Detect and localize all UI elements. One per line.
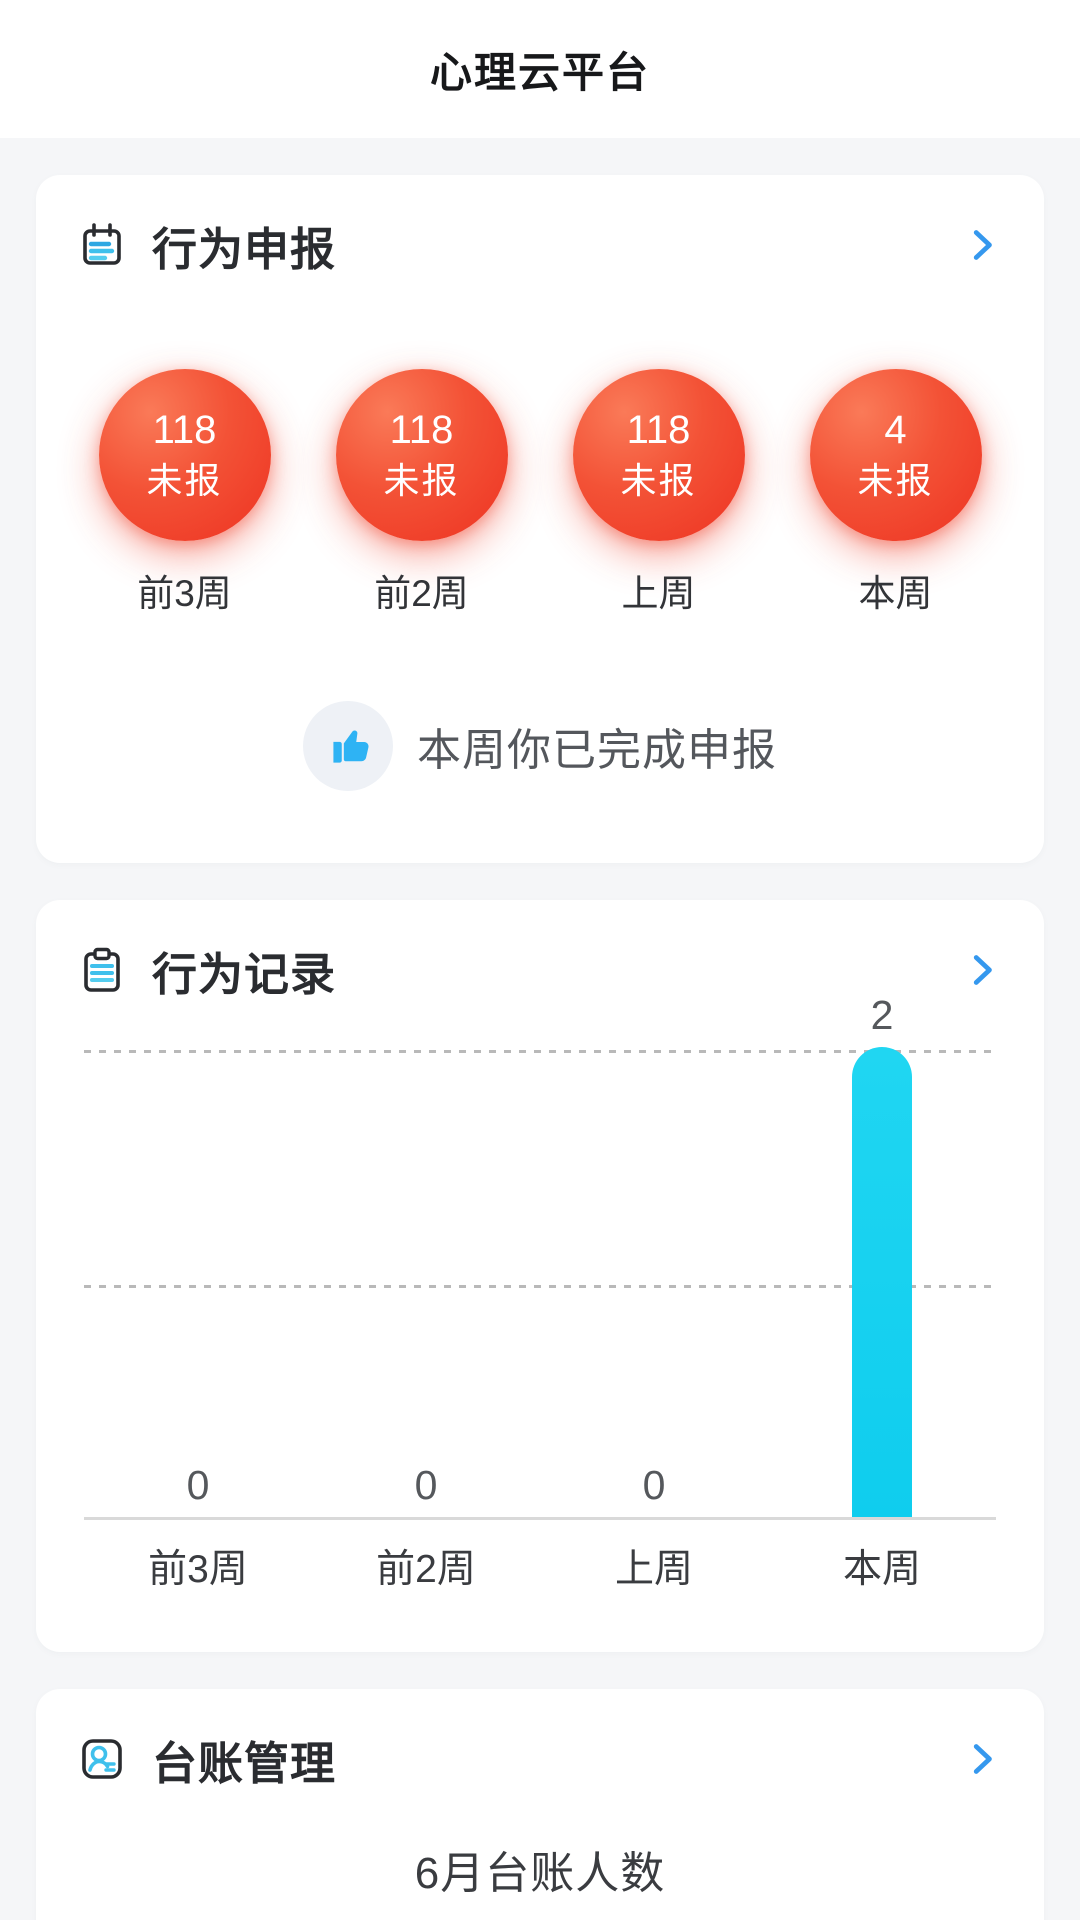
- unreported-count-badge: 118 未报: [335, 369, 508, 541]
- app-header: 心理云平台: [0, 0, 1080, 138]
- thumbs-up-icon: [323, 721, 373, 771]
- unreported-count: 118: [389, 407, 454, 452]
- week-stat-item[interactable]: 118 未报 前2周: [303, 369, 540, 617]
- user-badge-icon: [78, 1735, 126, 1783]
- x-axis-label: 前3周: [148, 1548, 248, 1591]
- bar-value-label: 0: [414, 1462, 438, 1508]
- behavior-record-chart: 0 0 0 2: [36, 992, 1044, 1652]
- chart-x-axis-labels: 前3周 前2周 上周 本周: [84, 1538, 996, 1652]
- bar-group[interactable]: 0: [86, 990, 311, 1517]
- gridline-value-2: [84, 1050, 996, 1053]
- page-title: 心理云平台: [429, 48, 650, 96]
- unreported-count: 118: [152, 407, 217, 452]
- unreported-label: 未报: [857, 459, 934, 501]
- completion-text: 本周你已完成申报: [417, 726, 777, 775]
- ledger-card-title: 台账管理: [152, 1737, 337, 1789]
- unreported-count: 118: [626, 407, 691, 452]
- chart-bars: 0 0 0 2: [84, 990, 996, 1517]
- bar-group[interactable]: 0: [542, 990, 767, 1517]
- ledger-card: 台账管理 6月台账人数: [36, 1689, 1044, 1920]
- bar-group[interactable]: 0: [314, 990, 539, 1517]
- x-axis-label: 本周: [842, 1548, 921, 1591]
- thumb-bubble: [303, 701, 393, 791]
- chart-plot-area: 0 0 0 2: [84, 992, 996, 1520]
- main-content: 行为申报 118 未报 前3周 118 未报 前2周: [0, 175, 1080, 1920]
- chevron-right-icon[interactable]: [962, 225, 1002, 265]
- declaration-card-header[interactable]: 行为申报: [36, 217, 1044, 275]
- week-label: 本周: [858, 573, 933, 614]
- bar-group[interactable]: 2: [770, 990, 995, 1517]
- ledger-subtitle: 6月台账人数: [414, 1849, 666, 1898]
- record-card-header[interactable]: 行为记录: [36, 942, 1044, 1000]
- ledger-card-header[interactable]: 台账管理: [36, 1731, 1044, 1789]
- bar-value-label: 0: [186, 1462, 210, 1508]
- week-stat-item[interactable]: 118 未报 上周: [540, 369, 777, 617]
- clipboard-icon: [78, 946, 126, 994]
- week-label: 上周: [621, 573, 696, 614]
- week-label: 前3周: [137, 573, 232, 614]
- unreported-count-badge: 118 未报: [98, 369, 271, 541]
- week-label: 前2周: [374, 573, 469, 614]
- unreported-label: 未报: [620, 459, 697, 501]
- x-axis-label: 上周: [614, 1548, 693, 1591]
- chart-bar: [852, 1047, 912, 1517]
- declaration-weeks-row: 118 未报 前3周 118 未报 前2周 118 未报 上周: [36, 369, 1044, 617]
- unreported-count-badge: 4 未报: [809, 369, 982, 541]
- bar-value-label: 0: [642, 1462, 666, 1508]
- declaration-card: 行为申报 118 未报 前3周 118 未报 前2周: [36, 175, 1044, 863]
- chevron-right-icon[interactable]: [962, 950, 1002, 990]
- calendar-note-icon: [78, 221, 126, 269]
- completion-status-row: 本周你已完成申报: [36, 701, 1044, 863]
- x-axis-label: 前2周: [376, 1548, 476, 1591]
- chevron-right-icon[interactable]: [962, 1739, 1002, 1779]
- declaration-card-title: 行为申报: [152, 223, 337, 275]
- record-card-title: 行为记录: [152, 948, 337, 1000]
- gridline-value-1: [84, 1285, 996, 1288]
- unreported-count-badge: 118 未报: [572, 369, 745, 541]
- week-stat-item[interactable]: 118 未报 前3周: [66, 369, 303, 617]
- week-stat-item[interactable]: 4 未报 本周: [777, 369, 1014, 617]
- record-card: 行为记录 0 0: [36, 900, 1044, 1652]
- unreported-count: 4: [884, 407, 907, 452]
- unreported-label: 未报: [383, 459, 460, 501]
- unreported-label: 未报: [146, 459, 223, 501]
- bar-value-label: 2: [870, 992, 894, 1038]
